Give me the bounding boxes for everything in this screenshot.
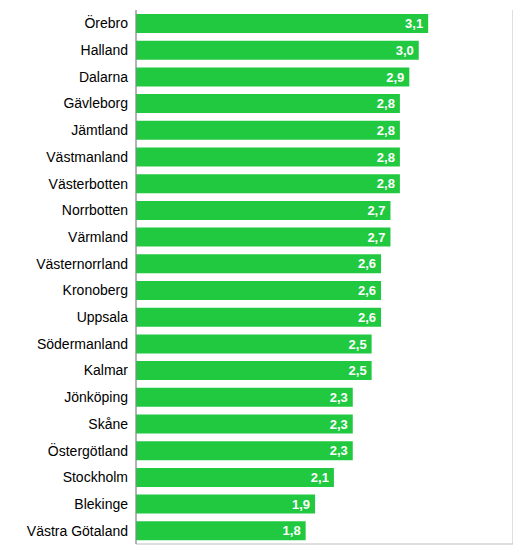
svg-text:2,6: 2,6 [358,256,376,271]
svg-text:2,8: 2,8 [377,123,395,138]
svg-text:Värmland: Värmland [68,229,128,245]
svg-text:2,6: 2,6 [358,310,376,325]
svg-text:Norrbotten: Norrbotten [62,202,128,218]
svg-text:2,7: 2,7 [367,230,385,245]
svg-text:3,0: 3,0 [396,43,414,58]
svg-text:Västerbotten: Västerbotten [49,176,128,192]
svg-text:Dalarna: Dalarna [79,69,128,85]
svg-text:Västra Götaland: Västra Götaland [27,523,128,539]
svg-text:Stockholm: Stockholm [63,469,128,485]
svg-text:Jämtland: Jämtland [71,122,128,138]
svg-text:2,7: 2,7 [367,203,385,218]
svg-text:Jönköping: Jönköping [64,389,128,405]
svg-text:2,5: 2,5 [349,337,367,352]
svg-text:2,8: 2,8 [377,96,395,111]
svg-text:2,9: 2,9 [386,70,404,85]
svg-text:Uppsala: Uppsala [77,309,129,325]
svg-text:2,8: 2,8 [377,176,395,191]
svg-text:Kronoberg: Kronoberg [63,282,128,298]
svg-text:Kalmar: Kalmar [84,362,129,378]
svg-text:Skåne: Skåne [88,416,128,432]
svg-text:Blekinge: Blekinge [74,496,128,512]
svg-text:Södermanland: Södermanland [37,336,128,352]
svg-text:2,1: 2,1 [311,470,329,485]
svg-text:2,3: 2,3 [330,390,348,405]
svg-text:2,5: 2,5 [349,363,367,378]
svg-text:2,3: 2,3 [330,417,348,432]
svg-text:1,9: 1,9 [292,497,310,512]
svg-text:1,8: 1,8 [283,523,301,538]
svg-text:2,6: 2,6 [358,283,376,298]
svg-text:Östergötland: Östergötland [48,442,128,459]
svg-text:Halland: Halland [81,42,128,58]
svg-text:3,1: 3,1 [405,16,423,31]
svg-text:Västernorrland: Västernorrland [36,256,128,272]
svg-text:2,3: 2,3 [330,443,348,458]
svg-text:2,8: 2,8 [377,150,395,165]
svg-text:Örebro: Örebro [84,14,128,31]
svg-text:Västmanland: Västmanland [46,149,128,165]
svg-text:Gävleborg: Gävleborg [63,95,128,111]
